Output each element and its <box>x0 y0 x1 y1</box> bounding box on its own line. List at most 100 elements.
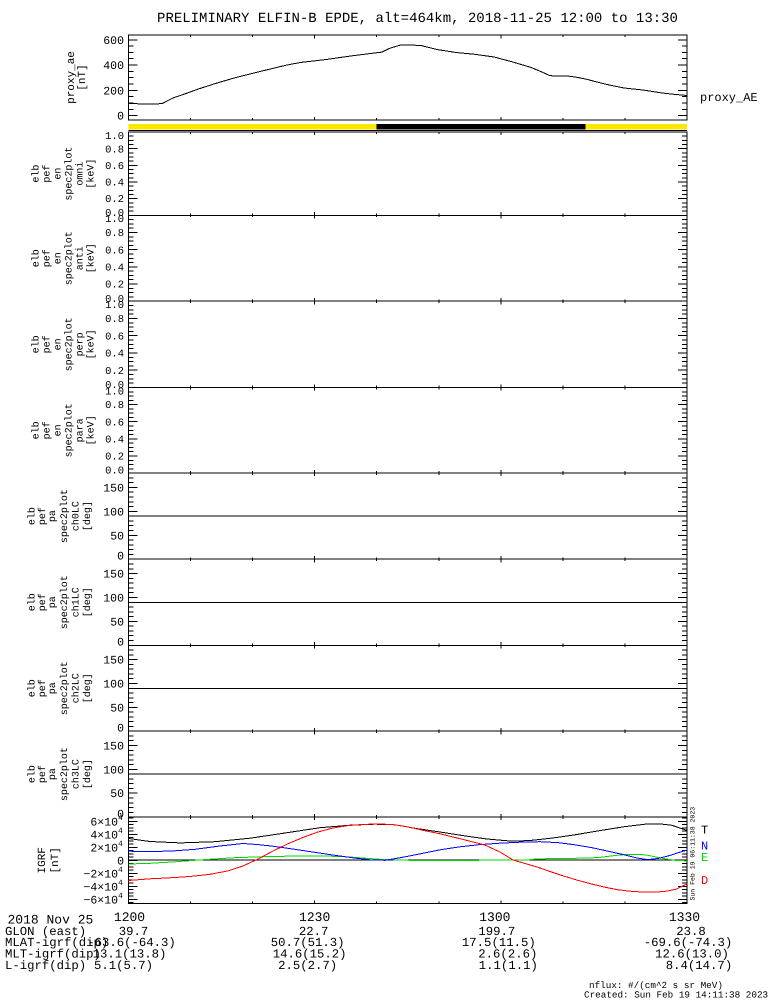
svg-text:22.7: 22.7 <box>299 925 329 939</box>
svg-text:[deg]: [deg] <box>82 759 94 789</box>
svg-text:1.0: 1.0 <box>105 386 124 398</box>
svg-text:100: 100 <box>103 764 124 777</box>
svg-text:0.2: 0.2 <box>105 194 124 206</box>
svg-text:1.0: 1.0 <box>105 131 124 143</box>
svg-text:400: 400 <box>103 60 124 73</box>
svg-text:[deg]: [deg] <box>82 587 94 617</box>
svg-text:anti: anti <box>75 246 87 270</box>
svg-text:perp: perp <box>76 332 87 356</box>
svg-text:4: 4 <box>118 879 123 888</box>
svg-text:100: 100 <box>103 506 124 519</box>
svg-text:elb: elb <box>27 593 39 611</box>
svg-text:4: 4 <box>118 814 123 823</box>
svg-text:spec2plot: spec2plot <box>59 747 71 801</box>
svg-text:0: 0 <box>117 551 124 564</box>
svg-text:100: 100 <box>103 678 124 691</box>
svg-text:MLT-igrf(dip): MLT-igrf(dip) <box>5 948 101 962</box>
svg-text:IGRF: IGRF <box>37 847 49 873</box>
svg-text:elb: elb <box>31 335 43 353</box>
svg-text:150: 150 <box>103 569 124 582</box>
svg-text:−2×10: −2×10 <box>83 868 118 881</box>
svg-text:2.6(2.6): 2.6(2.6) <box>478 948 537 962</box>
svg-text:spec2plot: spec2plot <box>59 489 71 543</box>
svg-text:0.8: 0.8 <box>105 400 124 412</box>
svg-text:50: 50 <box>110 702 124 715</box>
svg-text:Created: Sun Feb 19 14:11:38 2: Created: Sun Feb 19 14:11:38 2023 <box>584 989 768 1000</box>
svg-text:spec2plot: spec2plot <box>64 403 76 457</box>
svg-text:elb: elb <box>27 679 39 697</box>
svg-text:150: 150 <box>103 482 124 495</box>
svg-text:[deg]: [deg] <box>82 673 94 703</box>
svg-text:ch1LC: ch1LC <box>71 587 83 617</box>
svg-text:[keV]: [keV] <box>86 415 98 445</box>
svg-text:0.8: 0.8 <box>105 314 124 326</box>
svg-text:50: 50 <box>110 530 124 543</box>
svg-text:200: 200 <box>103 85 124 98</box>
svg-text:4: 4 <box>118 827 123 836</box>
svg-text:0: 0 <box>117 111 124 124</box>
svg-text:0: 0 <box>117 855 124 868</box>
svg-text:150: 150 <box>103 741 124 754</box>
svg-text:GLON (east): GLON (east) <box>5 925 86 939</box>
svg-text:50: 50 <box>110 788 124 801</box>
svg-text:50.7(51.3): 50.7(51.3) <box>271 936 345 950</box>
svg-text:spec2plot: spec2plot <box>64 317 76 371</box>
svg-text:4: 4 <box>118 840 123 849</box>
svg-text:spec2plot: spec2plot <box>64 147 76 201</box>
svg-text:0.6: 0.6 <box>105 245 124 257</box>
svg-text:en: en <box>54 168 65 180</box>
svg-text:0.4: 0.4 <box>105 178 124 190</box>
svg-text:−4×10: −4×10 <box>83 881 118 894</box>
svg-text:0.0: 0.0 <box>105 208 124 220</box>
svg-text:150: 150 <box>103 655 124 668</box>
svg-text:14.6(15.2): 14.6(15.2) <box>273 948 347 962</box>
svg-text:pa: pa <box>48 682 59 694</box>
svg-text:5.1(5.7): 5.1(5.7) <box>94 959 153 973</box>
svg-text:1330: 1330 <box>669 910 700 925</box>
svg-text:[keV]: [keV] <box>86 159 98 189</box>
svg-text:0.0: 0.0 <box>105 380 124 392</box>
svg-text:0.2: 0.2 <box>105 366 124 378</box>
svg-text:−6×10: −6×10 <box>83 894 118 907</box>
svg-text:100: 100 <box>103 592 124 605</box>
svg-text:spec2plot: spec2plot <box>59 575 71 629</box>
svg-text:4: 4 <box>118 892 123 901</box>
svg-text:0: 0 <box>117 723 124 736</box>
svg-text:0.4: 0.4 <box>105 349 124 361</box>
svg-text:4: 4 <box>118 866 123 875</box>
svg-text:-69.6(-74.3): -69.6(-74.3) <box>644 936 733 950</box>
svg-text:proxy_AE: proxy_AE <box>700 91 758 105</box>
svg-text:[nT]: [nT] <box>50 847 62 873</box>
svg-text:ch0LC: ch0LC <box>71 501 83 531</box>
svg-text:ch3LC: ch3LC <box>71 759 83 789</box>
svg-text:PRELIMINARY ELFIN-B EPDE, alt=: PRELIMINARY ELFIN-B EPDE, alt=464km, 201… <box>157 11 678 27</box>
svg-text:N: N <box>701 840 708 854</box>
svg-text:pa: pa <box>48 768 59 780</box>
svg-text:17.5(11.5): 17.5(11.5) <box>462 936 536 950</box>
svg-text:12.6(13.0): 12.6(13.0) <box>655 948 729 962</box>
svg-text:en: en <box>54 338 65 350</box>
svg-text:0.6: 0.6 <box>105 161 124 173</box>
svg-text:39.7: 39.7 <box>119 925 149 939</box>
svg-text:E: E <box>701 851 708 865</box>
svg-text:0.0: 0.0 <box>105 466 124 478</box>
svg-text:[deg]: [deg] <box>82 501 94 531</box>
svg-text:[keV]: [keV] <box>86 243 98 273</box>
svg-text:nflux: #/(cm^2 s sr MeV): nflux: #/(cm^2 s sr MeV) <box>589 980 723 991</box>
svg-text:pef: pef <box>42 421 54 439</box>
svg-text:pef: pef <box>37 765 49 783</box>
svg-text:0.8: 0.8 <box>105 144 124 156</box>
svg-text:en: en <box>54 252 65 264</box>
svg-text:4×10: 4×10 <box>90 829 118 842</box>
svg-text:pef: pef <box>42 249 54 267</box>
svg-text:pef: pef <box>42 165 54 183</box>
svg-text:2×10: 2×10 <box>90 842 118 855</box>
svg-text:0.4: 0.4 <box>105 434 124 446</box>
svg-text:Sun Feb 19 06:11:38 2023: Sun Feb 19 06:11:38 2023 <box>690 807 697 901</box>
svg-text:para: para <box>76 418 87 442</box>
svg-text:199.7: 199.7 <box>478 925 515 939</box>
svg-text:elb: elb <box>31 165 43 183</box>
svg-text:0: 0 <box>117 637 124 650</box>
svg-text:pef: pef <box>37 507 49 525</box>
svg-text:pef: pef <box>37 593 49 611</box>
